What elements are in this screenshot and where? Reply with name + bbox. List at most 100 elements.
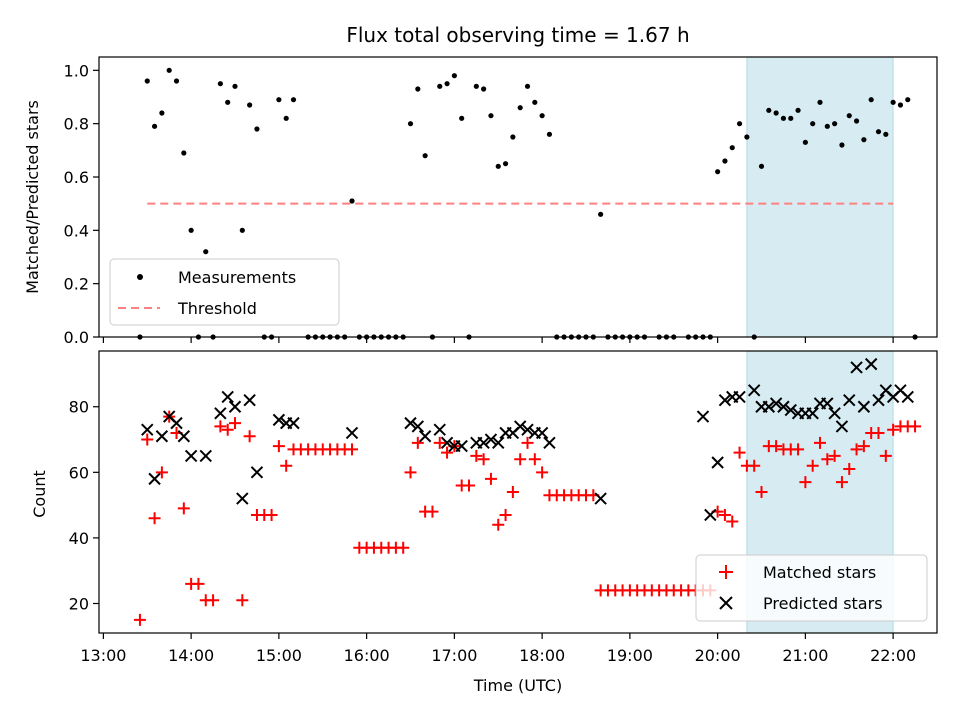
ratio-plot-frame xyxy=(98,56,938,338)
ratio-y-tick-label: 0.2 xyxy=(64,275,89,294)
matched-star-marker xyxy=(748,459,761,472)
measurement-point xyxy=(217,81,223,87)
measurement-point xyxy=(239,227,245,233)
count-x-tick-label: 21:00 xyxy=(782,646,828,665)
predicted-star-marker xyxy=(243,393,256,407)
count-y-ticks: 20 40 60 80 xyxy=(69,398,99,613)
measurement-point xyxy=(517,105,523,111)
predicted-star-marker xyxy=(769,397,783,410)
measurement-point xyxy=(736,121,743,127)
matched-star-marker xyxy=(506,486,519,498)
matched-star-marker xyxy=(857,440,870,453)
measurement-point xyxy=(846,113,852,119)
predicted-star-marker xyxy=(521,423,534,436)
measurement-point xyxy=(795,107,801,113)
measurement-point xyxy=(524,83,531,89)
predicted-star-marker xyxy=(228,400,242,413)
measurement-point xyxy=(473,83,479,89)
count-y-tick-label: 60 xyxy=(69,463,89,482)
measurement-point xyxy=(546,131,553,137)
ratio-y-ticks: 0.0 0.2 0.4 0.6 0.8 1.0 xyxy=(64,61,99,347)
matched-star-marker xyxy=(806,459,819,472)
legend-matched-label: Matched stars xyxy=(763,563,876,582)
predicted-star-marker xyxy=(843,393,856,407)
ratio-y-tick-label: 1.0 xyxy=(64,61,89,80)
measurement-point xyxy=(780,115,787,121)
count-x-tick-label: 14:00 xyxy=(168,646,214,665)
predicted-star-marker xyxy=(433,423,446,436)
count-x-tick-label: 18:00 xyxy=(519,646,565,665)
measurement-point xyxy=(832,121,838,127)
predicted-star-marker xyxy=(535,426,549,440)
measurement-point xyxy=(349,198,355,204)
predicted-star-marker xyxy=(704,508,717,522)
count-y-tick-label: 80 xyxy=(69,398,89,417)
predicted-star-marker xyxy=(287,416,300,430)
matched-star-marker xyxy=(887,423,900,436)
count-plot-frame xyxy=(98,350,938,634)
ratio-y-axis-label: Matched/Predicted stars xyxy=(23,100,42,294)
measurement-point xyxy=(539,113,545,119)
ratio-y-tick-label: 0.4 xyxy=(64,221,89,240)
matched-star-marker xyxy=(521,436,534,449)
measurement-point xyxy=(181,150,187,156)
measurement-point xyxy=(290,97,297,103)
matched-star-marker xyxy=(463,479,476,492)
measurement-point xyxy=(824,123,830,129)
measurement-point xyxy=(232,83,238,89)
ratio-y-tick-label: 0.0 xyxy=(64,328,89,347)
measurement-point xyxy=(510,134,516,140)
matched-star-marker xyxy=(148,512,161,525)
measurement-point xyxy=(407,121,414,127)
measurement-point xyxy=(144,78,150,84)
measurement-point xyxy=(276,97,282,103)
predicted-star-marker xyxy=(455,439,468,453)
matched-star-marker xyxy=(441,446,454,459)
measurement-point xyxy=(225,99,231,105)
chart-title: Flux total observing time = 1.67 h xyxy=(346,23,689,47)
measurement-point xyxy=(883,131,889,137)
measurement-point xyxy=(788,115,794,121)
measurement-point xyxy=(247,102,253,108)
measurement-point xyxy=(853,118,860,124)
predicted-star-marker xyxy=(747,384,761,397)
count-x-tick-label: 20:00 xyxy=(695,646,741,665)
count-y-tick-label: 40 xyxy=(69,529,89,548)
predicted-star-marker xyxy=(492,436,505,450)
predicted-star-marker xyxy=(272,413,286,427)
measurement-point xyxy=(744,134,750,140)
legend-predicted-label: Predicted stars xyxy=(763,594,883,613)
ratio-x-ticks xyxy=(102,337,894,343)
count-y-tick-label: 20 xyxy=(69,594,89,613)
measurement-point xyxy=(817,99,823,105)
measurement-point xyxy=(861,137,867,143)
ratio-y-tick-label: 0.6 xyxy=(64,168,89,187)
matched-star-marker xyxy=(828,449,841,462)
matched-star-marker xyxy=(755,486,768,498)
predicted-star-marker xyxy=(850,361,863,374)
measurement-point xyxy=(159,110,165,116)
matched-star-marker xyxy=(397,541,410,554)
measurement-point xyxy=(203,249,209,255)
predicted-star-marker xyxy=(821,397,834,410)
matched-star-marker xyxy=(514,453,527,466)
predicted-star-marker xyxy=(236,492,249,505)
predicted-star-marker xyxy=(711,456,724,469)
measurement-point xyxy=(502,161,509,167)
matched-star-marker xyxy=(726,515,739,528)
measurement-point xyxy=(773,110,779,116)
matched-star-marker xyxy=(470,449,483,462)
predicted-star-marker xyxy=(477,436,490,450)
matched-star-marker xyxy=(492,518,505,531)
matched-star-marker xyxy=(272,440,285,453)
predicted-star-marker xyxy=(148,472,161,486)
ratio-legend-box xyxy=(109,258,340,326)
count-x-tick-label: 15:00 xyxy=(256,646,302,665)
predicted-star-marker xyxy=(857,400,871,413)
matched-star-marker xyxy=(133,613,146,626)
predicted-star-marker xyxy=(806,407,819,420)
matched-star-marker xyxy=(155,466,168,479)
measurement-point xyxy=(166,67,172,73)
predicted-star-marker xyxy=(411,420,425,433)
